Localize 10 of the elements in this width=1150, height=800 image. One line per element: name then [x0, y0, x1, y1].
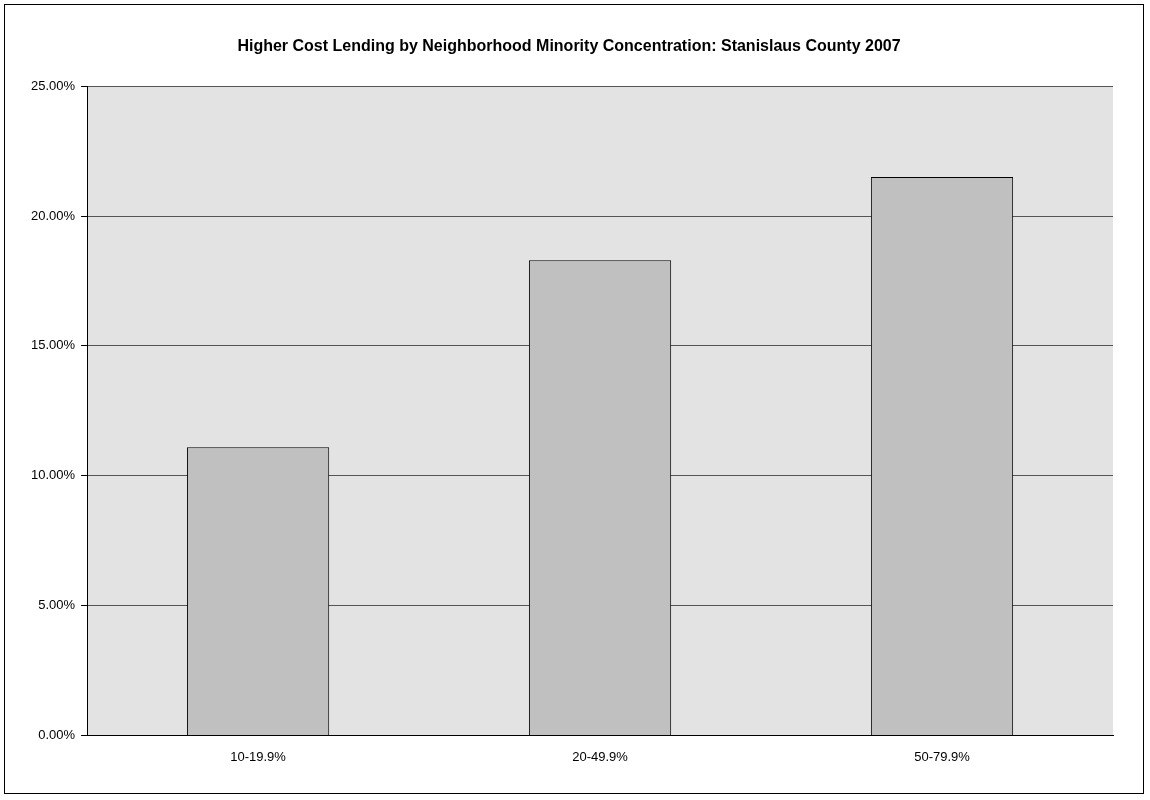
x-tick-label: 50-79.9%: [914, 748, 971, 764]
chart-title: Higher Cost Lending by Neighborhood Minority Concentration: Stanislaus County 2007: [237, 37, 901, 55]
y-tick-label: 25.00%: [31, 77, 76, 93]
y-tick-label: 0.00%: [38, 726, 76, 742]
y-tick-label: 5.00%: [38, 597, 76, 613]
y-tick-label: 10.00%: [31, 467, 76, 483]
x-tick-label: 10-19.9%: [230, 748, 287, 764]
y-tick-label: 20.00%: [31, 207, 76, 223]
x-tick-label: 20-49.9%: [572, 748, 629, 764]
y-tick-label: 15.00%: [31, 337, 76, 353]
